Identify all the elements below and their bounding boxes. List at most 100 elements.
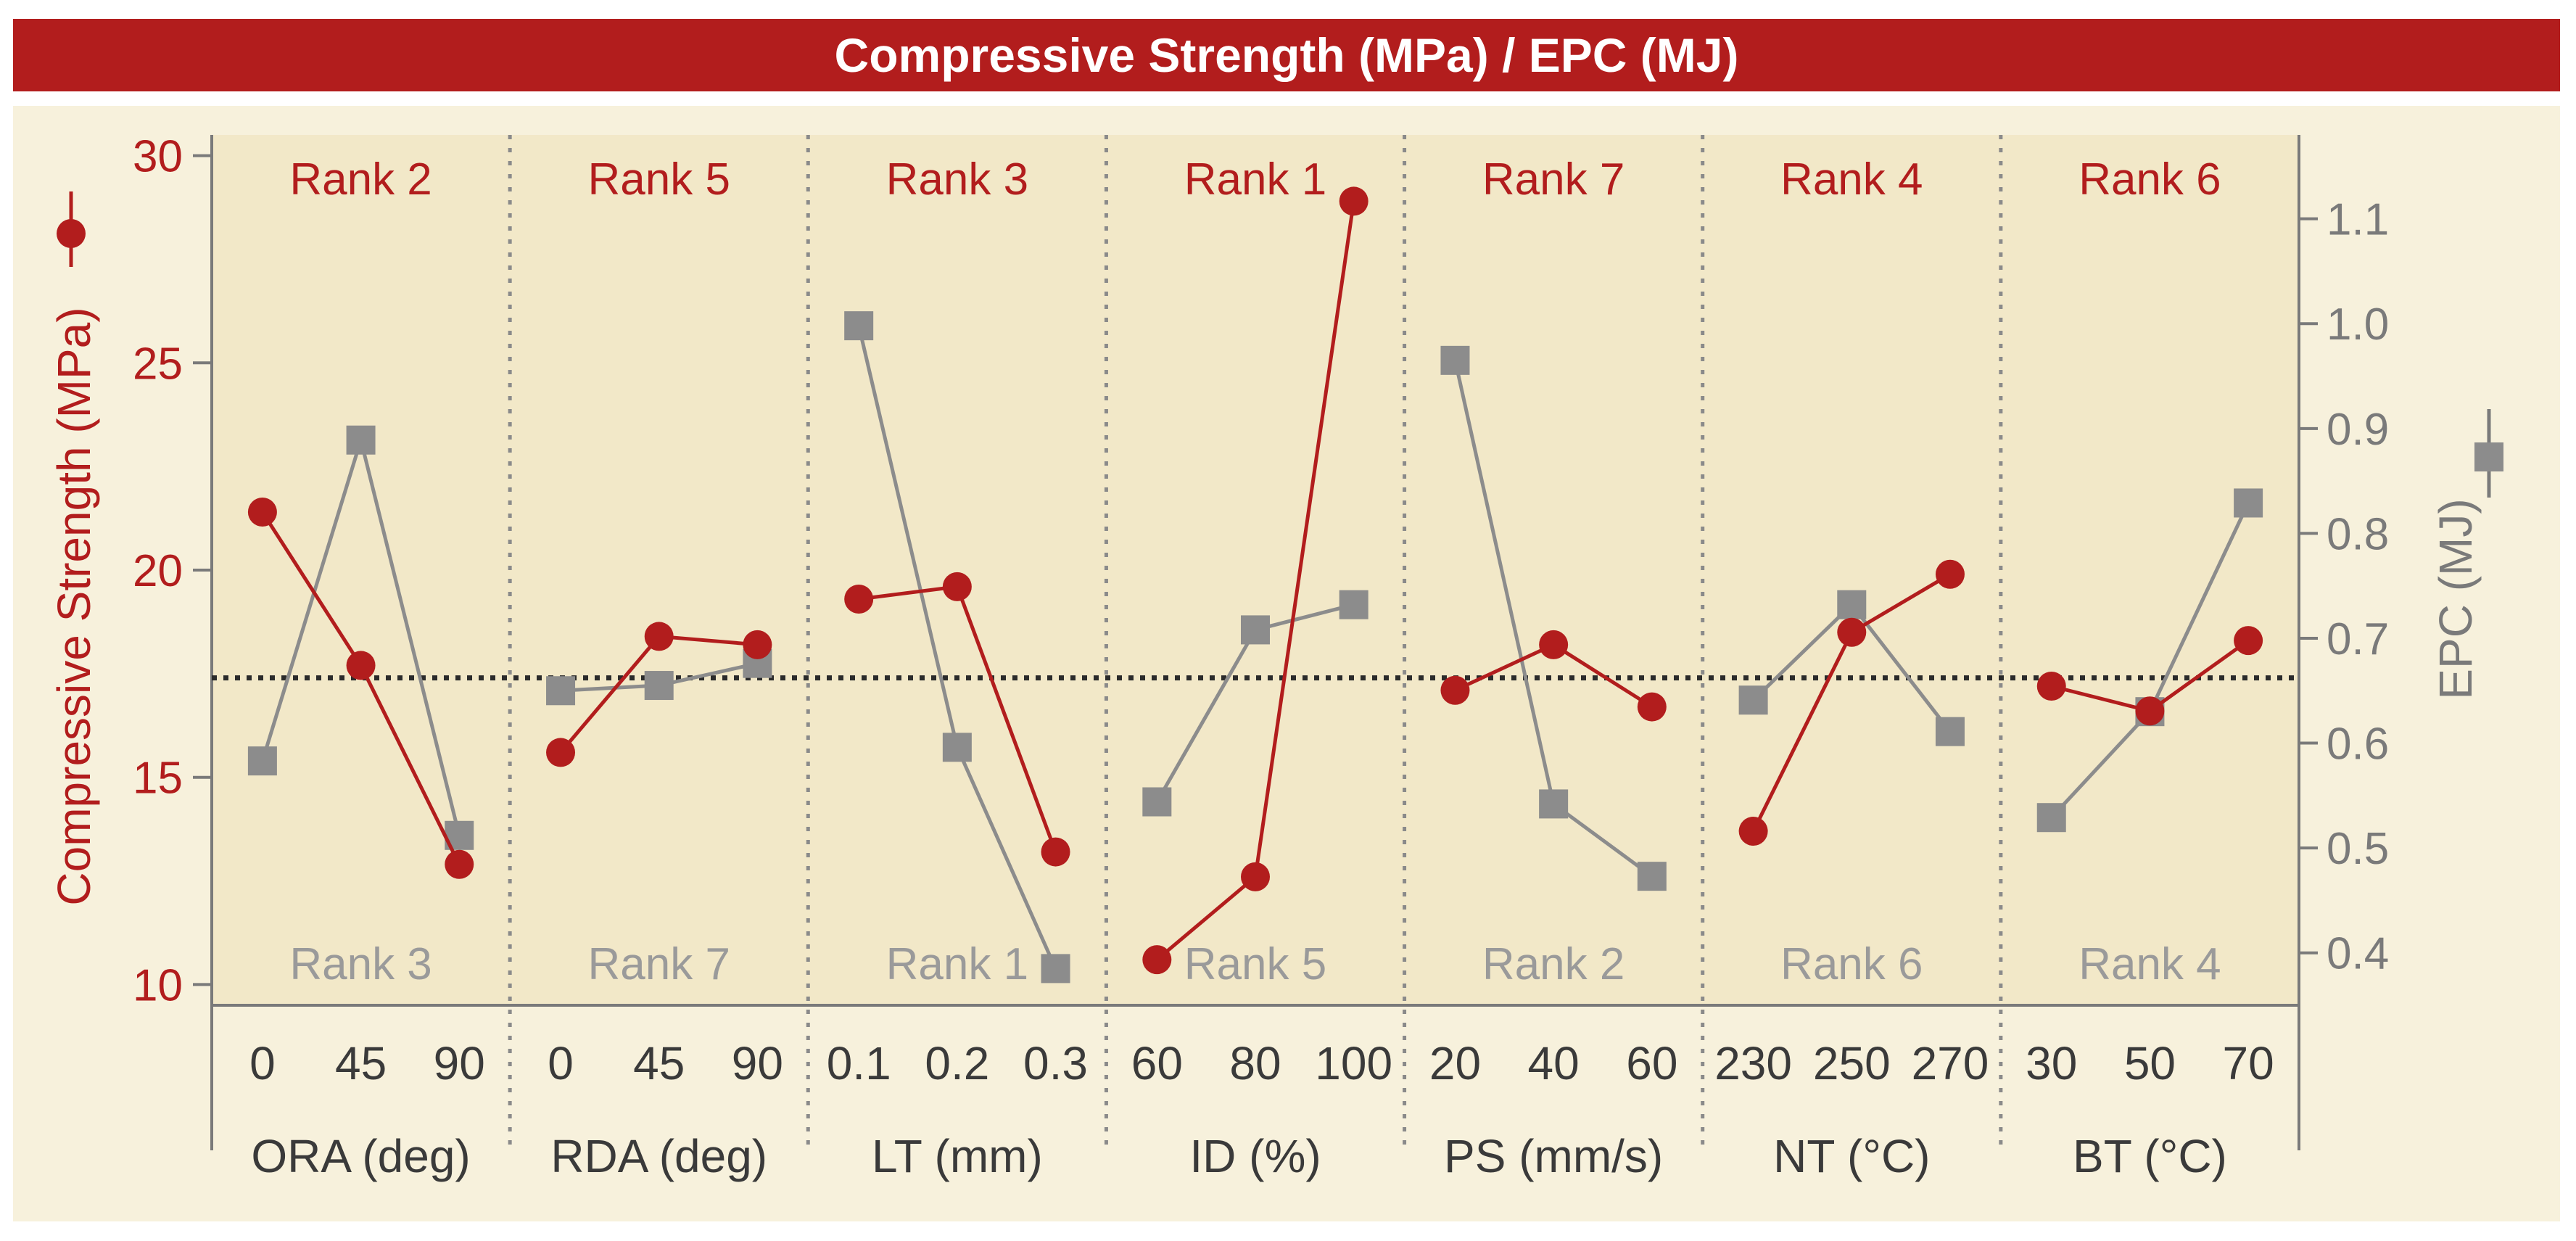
right-tick-label: 0.4 bbox=[2327, 929, 2389, 979]
x-tick-label: 0.3 bbox=[1023, 1037, 1088, 1089]
epc-point bbox=[1837, 590, 1867, 619]
rank-label-epc: Rank 3 bbox=[289, 939, 432, 989]
left-tick-label: 10 bbox=[133, 960, 183, 1010]
strength-point bbox=[1637, 692, 1667, 722]
x-tick-label: 50 bbox=[2124, 1037, 2176, 1089]
strength-point bbox=[346, 651, 376, 680]
rank-label-epc: Rank 2 bbox=[1482, 939, 1625, 989]
x-tick-label: 0 bbox=[249, 1037, 276, 1089]
strength-point bbox=[1539, 630, 1569, 659]
right-axis-title: EPC (MJ) bbox=[2430, 498, 2482, 699]
epc-point bbox=[2036, 803, 2066, 833]
strength-point bbox=[546, 738, 576, 767]
right-tick-label: 0.7 bbox=[2327, 614, 2389, 664]
x-tick-label: 80 bbox=[1229, 1037, 1281, 1089]
epc-point bbox=[942, 733, 972, 762]
epc-point bbox=[1539, 789, 1569, 819]
rank-label-strength: Rank 2 bbox=[289, 154, 432, 205]
left-axis-title: Compressive Strength (MPa) bbox=[48, 307, 100, 905]
legend-strength-marker bbox=[57, 219, 86, 248]
x-tick-label: 90 bbox=[434, 1037, 485, 1089]
strength-point bbox=[445, 849, 474, 879]
epc-point bbox=[1142, 787, 1172, 817]
factor-label: NT (°C) bbox=[1773, 1130, 1930, 1182]
epc-point bbox=[1339, 590, 1368, 619]
epc-point bbox=[1440, 345, 1470, 375]
strength-point bbox=[1339, 186, 1368, 216]
rank-label-strength: Rank 6 bbox=[2078, 154, 2221, 205]
x-tick-label: 30 bbox=[2026, 1037, 2077, 1089]
epc-point bbox=[1637, 862, 1667, 891]
epc-point bbox=[1041, 954, 1070, 984]
strength-point bbox=[1241, 862, 1270, 891]
right-tick-label: 1.1 bbox=[2327, 195, 2389, 245]
x-tick-label: 230 bbox=[1714, 1037, 1792, 1089]
strength-point bbox=[1440, 675, 1470, 705]
strength-point bbox=[2234, 626, 2263, 656]
x-tick-label: 0 bbox=[548, 1037, 574, 1089]
left-tick-label: 20 bbox=[133, 546, 183, 596]
x-tick-label: 0.1 bbox=[827, 1037, 891, 1089]
x-tick-label: 20 bbox=[1429, 1037, 1481, 1089]
x-tick-label: 90 bbox=[732, 1037, 783, 1089]
strength-point bbox=[1738, 817, 1768, 846]
epc-point bbox=[2234, 488, 2263, 518]
epc-point bbox=[644, 671, 674, 701]
right-tick-label: 0.8 bbox=[2327, 509, 2389, 559]
factor-label: BT (°C) bbox=[2073, 1130, 2227, 1182]
strength-point bbox=[2135, 696, 2165, 726]
rank-label-epc: Rank 6 bbox=[1780, 939, 1923, 989]
factor-label: ID (%) bbox=[1189, 1130, 1321, 1182]
epc-point bbox=[1935, 717, 1965, 746]
strength-point bbox=[247, 498, 277, 527]
rank-label-strength: Rank 5 bbox=[587, 154, 730, 205]
main-effects-chart: 10 15 20 25 30 0.4 0.5 0.6 0.7 0.8 0.9 1.0 1.1 Compre… bbox=[48, 132, 2503, 1182]
epc-point bbox=[1738, 685, 1768, 715]
x-tick-label: 100 bbox=[1315, 1037, 1392, 1089]
left-tick-label: 25 bbox=[133, 339, 183, 389]
right-tick-label: 0.9 bbox=[2327, 405, 2389, 455]
x-tick-label: 45 bbox=[633, 1037, 685, 1089]
right-tick-label: 0.5 bbox=[2327, 824, 2389, 874]
strength-point bbox=[644, 622, 674, 651]
x-tick-label: 60 bbox=[1626, 1037, 1677, 1089]
rank-label-epc: Rank 1 bbox=[886, 939, 1028, 989]
right-tick-label: 1.0 bbox=[2327, 300, 2389, 350]
right-tick-label: 0.6 bbox=[2327, 720, 2389, 770]
legend-epc-marker bbox=[2474, 442, 2503, 471]
rank-label-strength: Rank 7 bbox=[1482, 154, 1625, 205]
rank-label-epc: Rank 5 bbox=[1184, 939, 1326, 989]
strength-point bbox=[844, 585, 874, 614]
strength-point bbox=[1041, 837, 1070, 867]
factor-label: RDA (deg) bbox=[550, 1130, 767, 1182]
rank-label-epc: Rank 4 bbox=[2078, 939, 2221, 989]
factor-label: LT (mm) bbox=[872, 1130, 1043, 1182]
x-tick-label: 270 bbox=[1912, 1037, 1989, 1089]
x-tick-label: 70 bbox=[2223, 1037, 2274, 1089]
x-tick-label: 40 bbox=[1528, 1037, 1580, 1089]
left-tick-label: 30 bbox=[133, 132, 183, 182]
rank-label-strength: Rank 3 bbox=[886, 154, 1028, 205]
epc-point bbox=[1241, 615, 1270, 645]
chart-title: Compressive Strength (MPa) / EPC (MJ) bbox=[834, 28, 1739, 82]
rank-label-strength: Rank 1 bbox=[1184, 154, 1326, 205]
x-tick-label: 0.2 bbox=[925, 1037, 989, 1089]
epc-point bbox=[844, 311, 874, 341]
left-tick-label: 15 bbox=[133, 754, 183, 804]
epc-point bbox=[346, 425, 376, 455]
chart-panel: 10 15 20 25 30 0.4 0.5 0.6 0.7 0.8 0.9 1.0 1.1 Compre… bbox=[13, 106, 2560, 1221]
epc-point bbox=[247, 746, 277, 776]
factor-label: ORA (deg) bbox=[251, 1130, 470, 1182]
x-tick-label: 45 bbox=[335, 1037, 387, 1089]
strength-point bbox=[1935, 559, 1965, 589]
rank-label-epc: Rank 7 bbox=[587, 939, 730, 989]
chart-title-banner: Compressive Strength (MPa) / EPC (MJ) bbox=[13, 19, 2560, 91]
factor-label: PS (mm/s) bbox=[1444, 1130, 1663, 1182]
x-tick-label: 250 bbox=[1813, 1037, 1891, 1089]
strength-point bbox=[2036, 672, 2066, 701]
epc-point bbox=[546, 676, 576, 706]
strength-point bbox=[942, 572, 972, 601]
strength-point bbox=[1142, 945, 1172, 975]
strength-point bbox=[743, 630, 772, 659]
rank-label-strength: Rank 4 bbox=[1780, 154, 1923, 205]
